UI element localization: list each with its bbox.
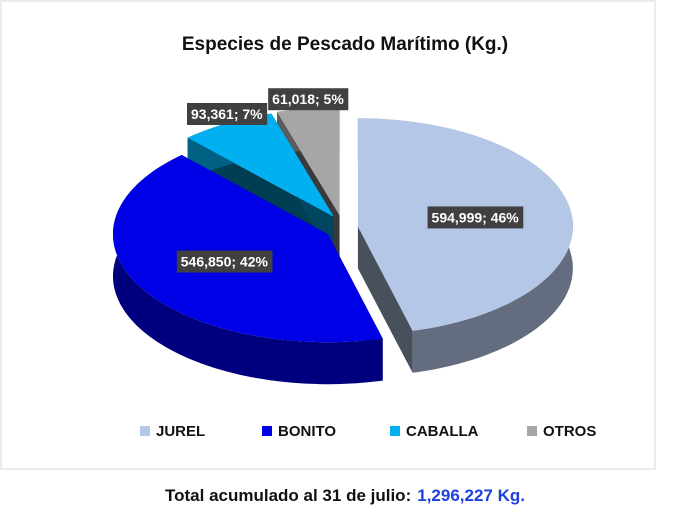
data-label: 93,361; 7% <box>187 102 268 125</box>
data-label: 61,018; 5% <box>268 88 349 111</box>
pie-slice <box>113 155 383 343</box>
pie-slice <box>187 113 334 217</box>
slice-outer-wall <box>113 155 383 385</box>
data-label-text: 594,999; 46% <box>432 209 520 225</box>
data-label-box <box>427 206 524 229</box>
slice-radial-wall <box>357 226 413 373</box>
legend-swatch <box>262 426 272 436</box>
legend-label: OTROS <box>543 423 596 440</box>
chart-frame <box>0 0 656 470</box>
legend-swatch <box>390 426 400 436</box>
data-label: 546,850; 42% <box>176 250 273 273</box>
footnote-text: Total acumulado al 31 de julio: <box>165 486 411 505</box>
chart-title: Especies de Pescado Marítimo (Kg.) <box>182 34 508 55</box>
data-label-box <box>268 88 349 111</box>
data-label: 594,999; 46% <box>427 206 524 229</box>
pie-slice <box>277 107 340 216</box>
pie: 594,999; 46% 546,850; 42% 93,361; 7% 61,018… <box>113 88 573 385</box>
data-label-box <box>187 102 268 125</box>
legend: JUREL BONITO CABALLA OTROS <box>140 423 596 440</box>
data-label-text: 93,361; 7% <box>191 106 263 122</box>
data-label-text: 61,018; 5% <box>272 91 344 107</box>
footnote: Total acumulado al 31 de julio: 1,296,227… <box>165 486 525 505</box>
legend-label: BONITO <box>278 423 336 440</box>
footnote-total: 1,296,227 Kg. <box>417 486 525 505</box>
data-label-box <box>176 250 273 273</box>
legend-swatch <box>527 426 537 436</box>
legend-label: JUREL <box>156 423 205 440</box>
legend-swatch <box>140 426 150 436</box>
data-label-text: 546,850; 42% <box>181 254 269 270</box>
legend-label: CABALLA <box>406 423 479 440</box>
